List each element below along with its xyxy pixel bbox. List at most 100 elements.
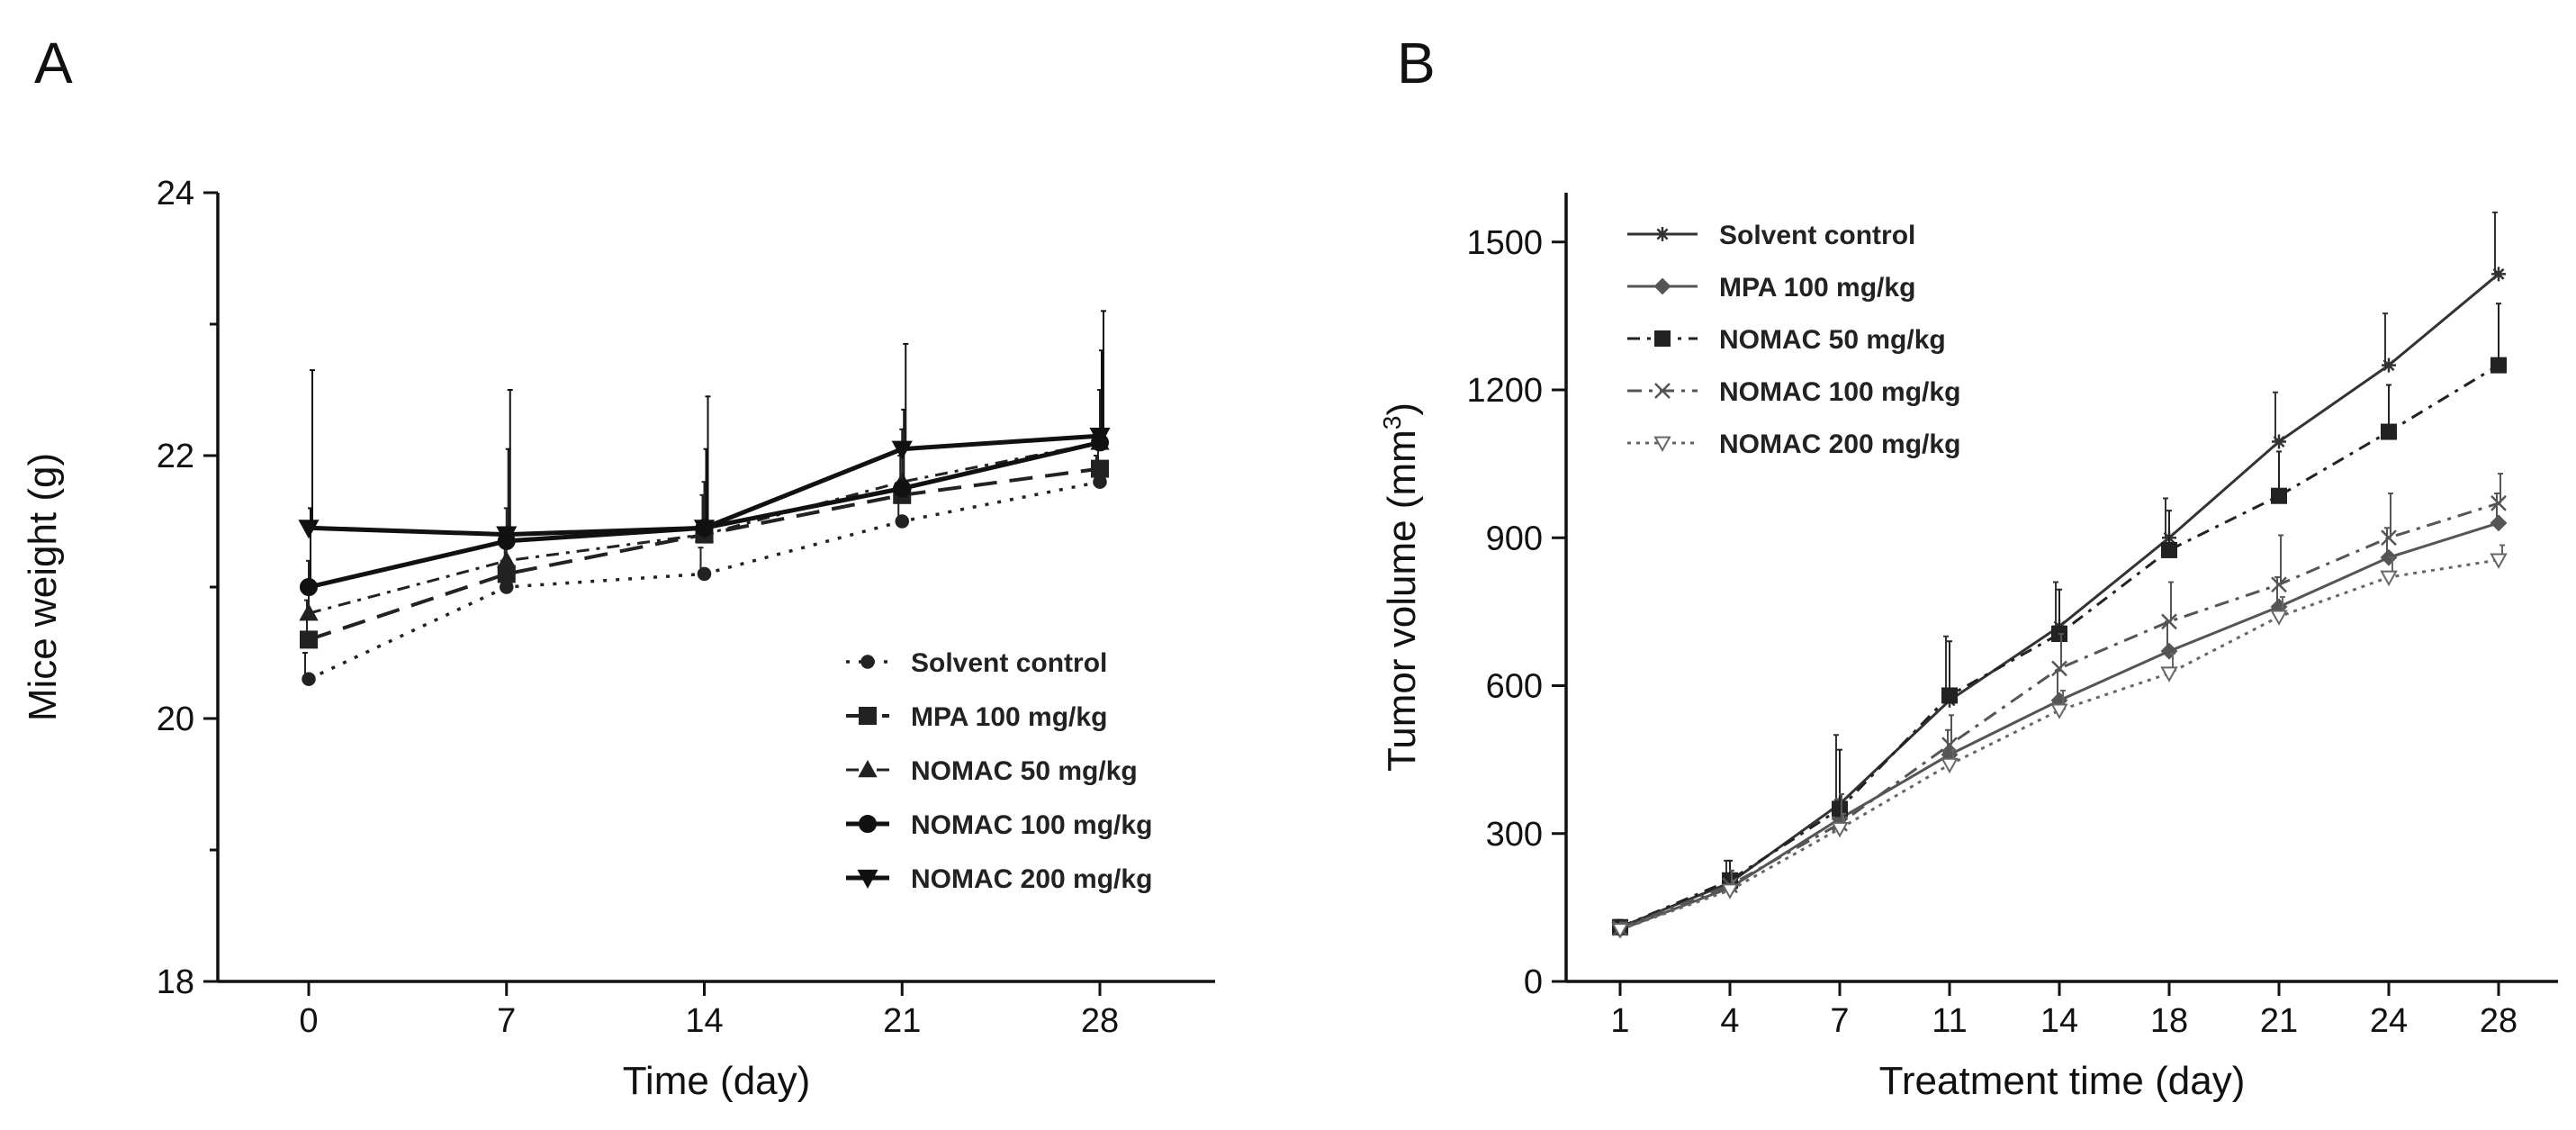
x-tick-label: 14	[685, 1002, 723, 1040]
data-point	[1941, 757, 1959, 774]
data-point	[693, 520, 716, 539]
y-axis-title: Tumor volume (mm3)	[1378, 402, 1424, 772]
data-point	[2051, 660, 2067, 677]
legend-swatch-marker	[1655, 227, 1670, 241]
x-tick-label: 4	[1720, 1002, 1739, 1040]
legend-swatch-marker	[859, 707, 877, 725]
data-point	[2050, 703, 2068, 719]
data-point	[2380, 570, 2398, 587]
series-1	[1613, 211, 2506, 935]
data-point	[1831, 821, 1849, 838]
legend-label: NOMAC 100 mg/kg	[1719, 377, 1960, 407]
data-point	[2271, 487, 2287, 504]
legend-label: NOMAC 100 mg/kg	[911, 810, 1152, 840]
y-tick-label: 22	[157, 438, 194, 475]
panel-letter: B	[1397, 31, 1436, 95]
legend-swatch-marker	[1653, 277, 1671, 295]
y-tick-label: 24	[157, 175, 194, 212]
legend-swatch-marker	[1654, 330, 1671, 347]
data-point	[1091, 459, 1109, 478]
x-tick-label: 11	[1932, 1002, 1967, 1040]
data-point	[496, 526, 518, 546]
legend-swatch-marker	[1654, 383, 1671, 399]
data-point	[302, 672, 316, 686]
y-axis-title-superscript: 3	[1378, 416, 1406, 430]
data-point	[2490, 514, 2508, 532]
y-tick-label: 900	[1486, 520, 1543, 557]
y-axis-title: Mice weight (g)	[21, 453, 65, 721]
legend-label: Solvent control	[1719, 221, 1915, 250]
data-point	[2161, 613, 2177, 630]
data-point	[497, 565, 516, 583]
x-tick-label: 0	[299, 1002, 318, 1040]
legend-label: NOMAC 50 mg/kg	[1719, 325, 1946, 355]
y-tick-label: 18	[157, 963, 194, 1001]
data-point	[2272, 434, 2286, 449]
data-point	[2382, 357, 2396, 373]
data-point	[300, 630, 318, 649]
data-point	[298, 520, 320, 539]
data-point	[891, 440, 913, 460]
series-3	[1612, 303, 2507, 936]
legend-swatch-marker	[857, 869, 878, 889]
data-point	[2490, 357, 2507, 374]
legend-label: Solvent control	[911, 648, 1107, 678]
y-tick-label: 1500	[1466, 224, 1543, 262]
x-axis-title: Treatment time (day)	[1879, 1059, 2246, 1103]
data-point	[895, 514, 909, 529]
x-tick-label: 1	[1610, 1002, 1629, 1040]
x-tick-label: 21	[883, 1002, 921, 1040]
x-tick-label: 14	[2040, 1002, 2078, 1040]
legend-label: NOMAC 200 mg/kg	[1719, 429, 1960, 459]
legend: Solvent control MPA 100 mg/kg NOMAC 50 mg/…	[846, 648, 1152, 894]
y-tick-label: 20	[157, 701, 194, 738]
data-point	[1832, 800, 1848, 818]
series-4	[300, 349, 1109, 596]
y-tick-label: 0	[1524, 963, 1543, 1001]
series-5	[1611, 544, 2508, 939]
data-point	[300, 578, 318, 596]
data-point	[497, 550, 517, 568]
data-point	[1089, 428, 1111, 447]
legend-label: NOMAC 200 mg/kg	[911, 864, 1152, 894]
panel-a: A 18 20 22 24 0 7 14 21 28 Time (day) Mice weight (…	[21, 31, 1215, 1103]
legend-swatch-marker	[1653, 436, 1671, 453]
legend-label: NOMAC 50 mg/kg	[911, 756, 1138, 786]
series-5	[298, 310, 1111, 546]
legend-swatch-marker	[859, 815, 877, 833]
y-tick-label: 1200	[1466, 372, 1543, 410]
data-point	[2381, 529, 2397, 547]
data-point	[2490, 553, 2508, 569]
x-tick-label: 21	[2260, 1002, 2298, 1040]
x-tick-label: 28	[1081, 1002, 1119, 1040]
data-point	[697, 566, 712, 582]
data-point	[2381, 423, 2397, 440]
data-point	[2160, 642, 2178, 660]
legend-swatch-marker	[860, 655, 875, 669]
y-axis-title-suffix: )	[1380, 402, 1424, 416]
panel-letter: A	[34, 31, 73, 95]
data-point	[2271, 576, 2287, 593]
x-axis-title: Time (day)	[623, 1059, 811, 1103]
data-point	[2160, 666, 2178, 683]
legend: Solvent control MPA 100 mg/kg NOMAC 50 mg/…	[1627, 221, 1960, 459]
legend-swatch-marker	[858, 759, 878, 778]
y-tick-label: 300	[1486, 816, 1543, 854]
y-tick-label: 600	[1486, 668, 1543, 706]
data-point	[2270, 610, 2288, 626]
series-line	[1619, 364, 2499, 929]
x-tick-label: 18	[2150, 1002, 2188, 1040]
data-point	[2491, 267, 2506, 282]
data-point	[1721, 883, 1739, 899]
data-point	[299, 603, 319, 621]
data-point	[2161, 541, 2177, 558]
data-point	[1941, 687, 1958, 704]
x-tick-label: 28	[2480, 1002, 2517, 1040]
legend-label: MPA 100 mg/kg	[1719, 273, 1915, 303]
x-tick-label: 7	[497, 1002, 516, 1040]
data-point	[1611, 923, 1629, 939]
x-tick-label: 7	[1830, 1002, 1849, 1040]
legend-label: MPA 100 mg/kg	[911, 702, 1107, 732]
